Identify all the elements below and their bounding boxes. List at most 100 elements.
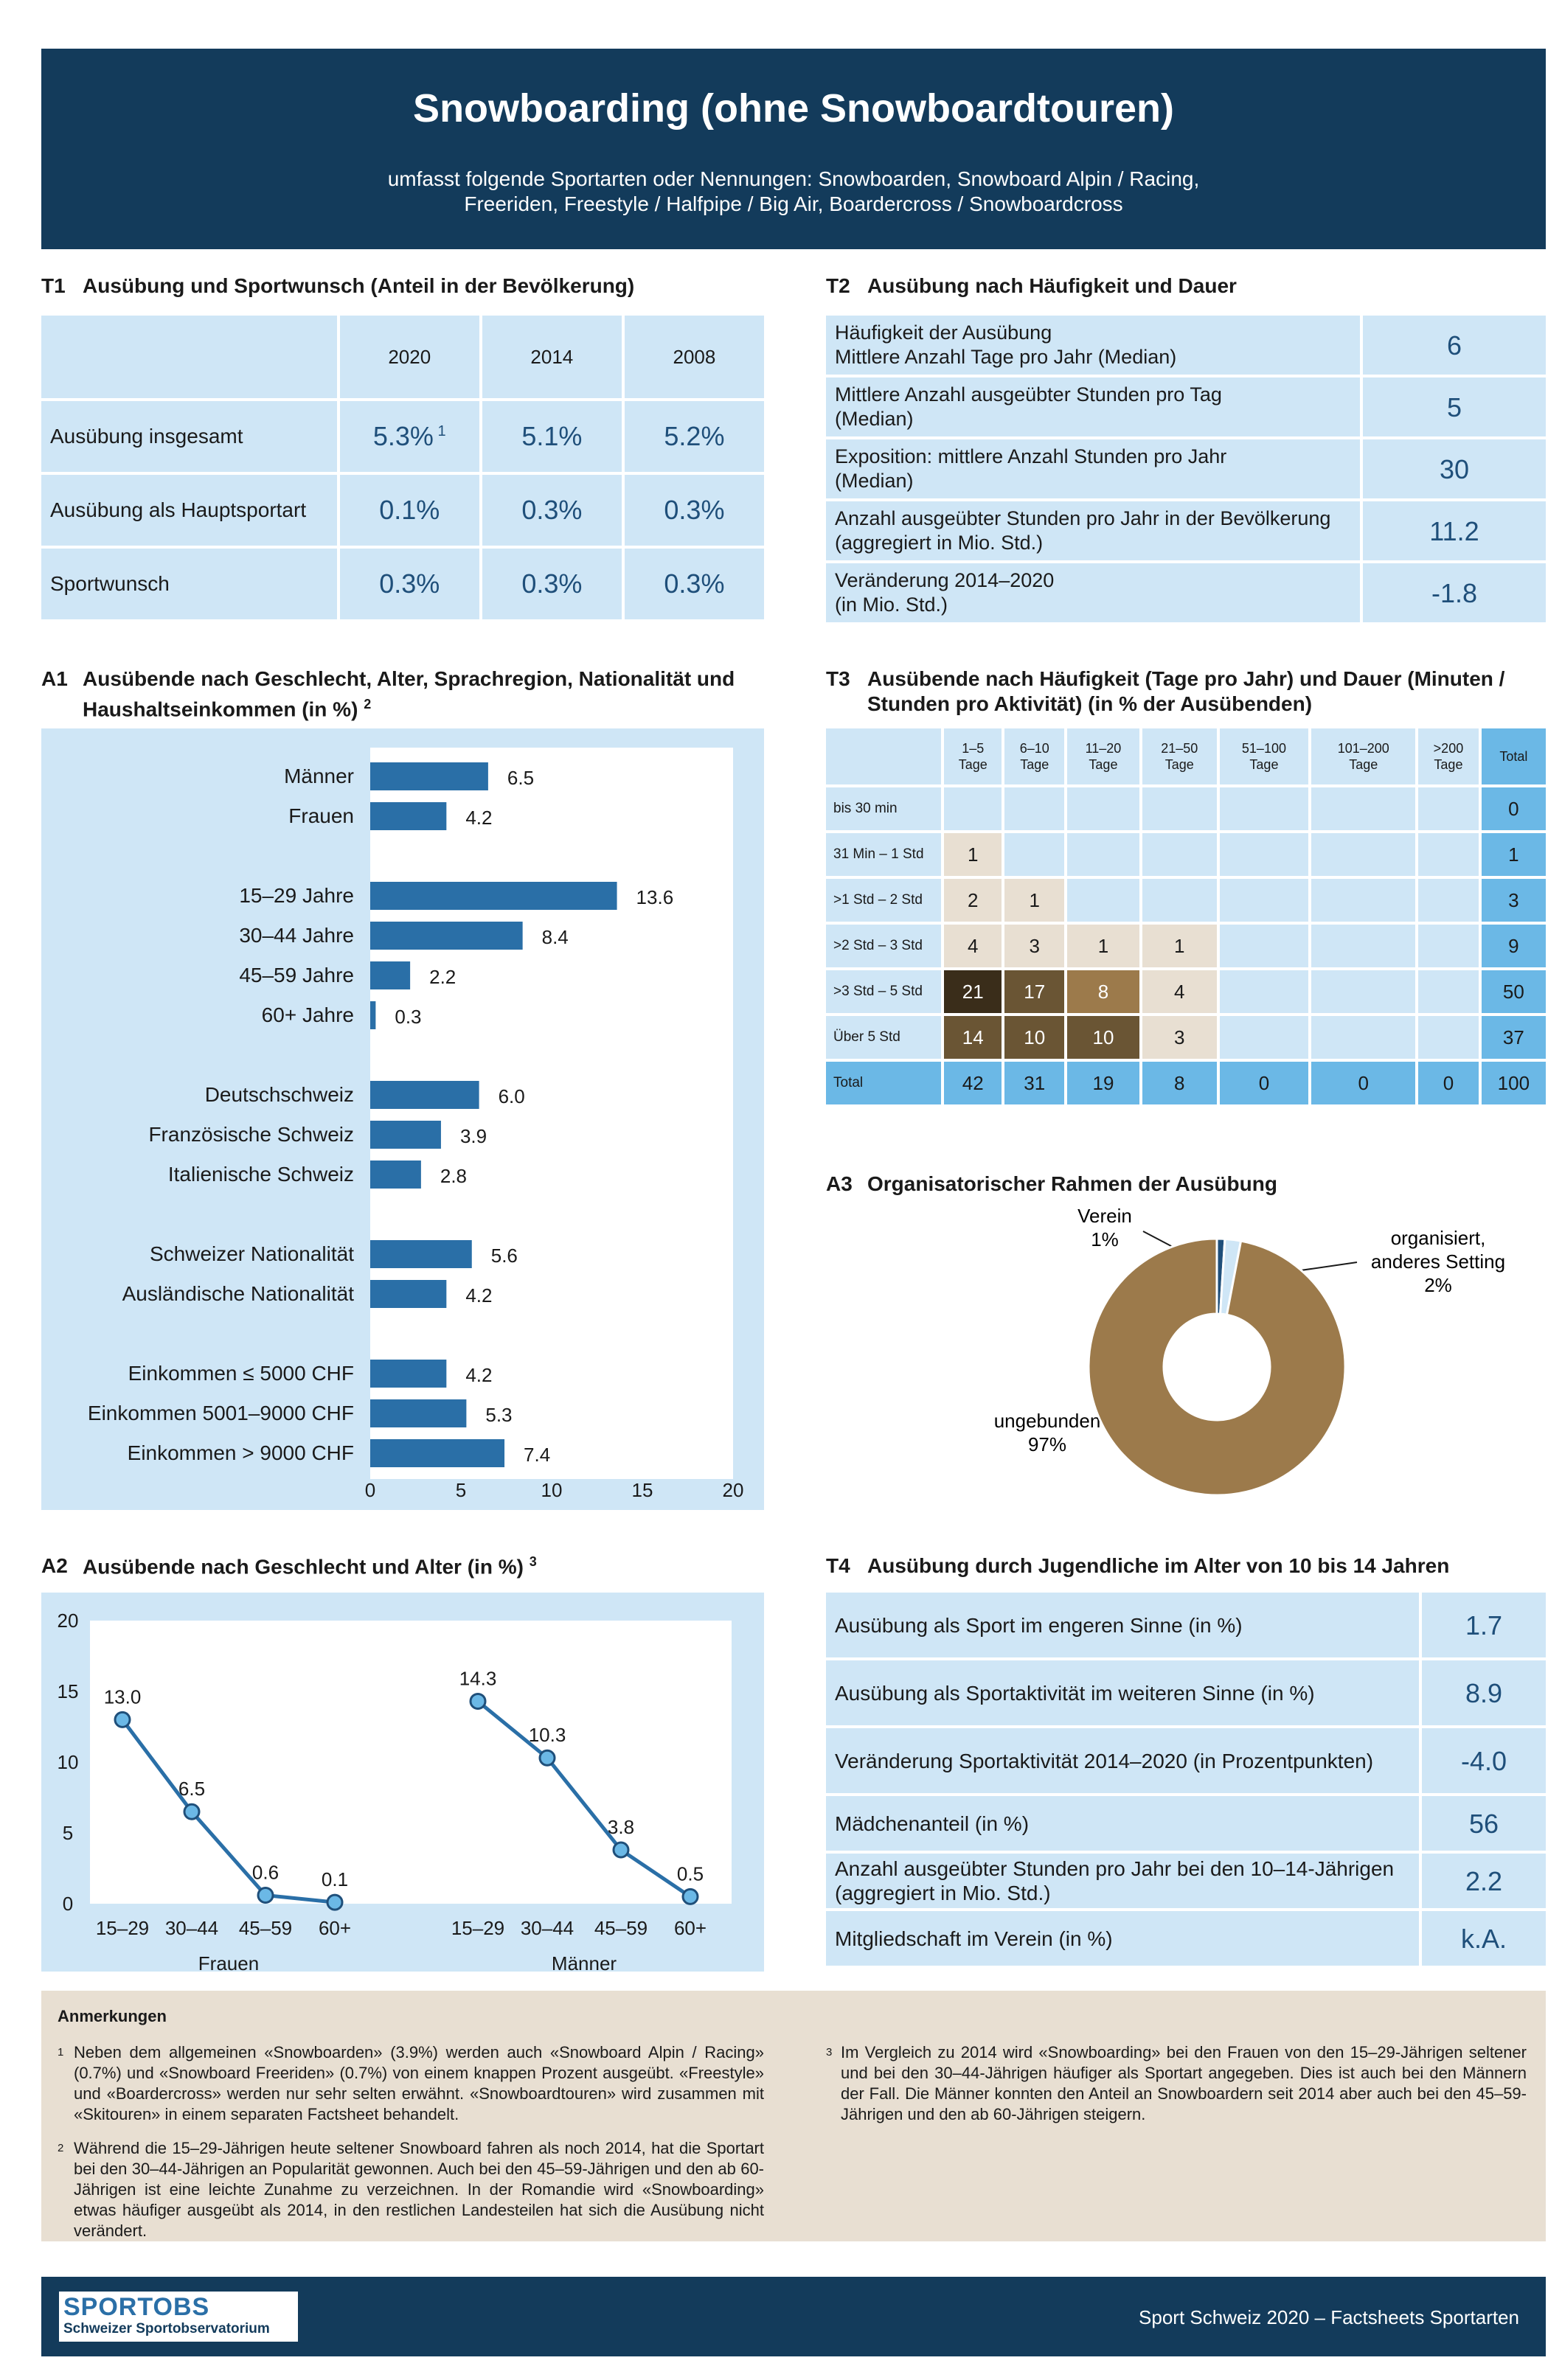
t3-cell: [1311, 925, 1416, 967]
t1-number: T1: [41, 274, 66, 297]
a1-value-label: 8.4: [542, 926, 569, 948]
a1-category-label: 15–29 Jahre: [239, 884, 354, 907]
t3-total-label: Total: [826, 1062, 941, 1104]
t2-value: 30: [1363, 439, 1546, 498]
a1-plot-area: [370, 748, 733, 1479]
a2-data-label: 10.3: [529, 1724, 566, 1746]
a1-value-label: 4.2: [465, 1364, 492, 1386]
t1-title: T1 Ausübung und Sportwunsch (Anteil in de…: [41, 274, 634, 298]
t1-cell: 0.3%: [482, 475, 622, 546]
t3-row-total: 0: [1481, 787, 1546, 830]
t3-column-total: 19: [1066, 1062, 1139, 1104]
note-3: Im Vergleich zu 2014 wird «Snowboarding»…: [841, 2043, 1527, 2123]
t3-cell: 10: [1066, 1016, 1139, 1059]
a1-category-label: 30–44 Jahre: [239, 924, 354, 947]
t3-grand-total: 100: [1481, 1062, 1546, 1104]
a1-value-label: 7.4: [524, 1444, 550, 1466]
t3-cell: 1: [1004, 879, 1064, 922]
t3-row-total: 3: [1481, 879, 1546, 922]
a2-group-label: Männer: [552, 1952, 617, 1972]
a2-y-tick: 20: [58, 1610, 79, 1632]
a2-data-label: 0.5: [677, 1862, 704, 1885]
subtitle-line-1: umfasst folgende Sportarten oder Nennung…: [387, 167, 1200, 190]
footer-text: Sport Schweiz 2020 – Factsheets Sportart…: [1139, 2306, 1519, 2328]
a1-value-label: 0.3: [395, 1006, 421, 1028]
t3-column-total: 42: [944, 1062, 1002, 1104]
a1-category-label: Deutschschweiz: [205, 1083, 354, 1106]
t3-title: T3 Ausübende nach Häufigkeit (Tage pro Ja…: [826, 667, 1504, 717]
t3-cell: 4: [1142, 970, 1217, 1013]
a2-x-tick: 45–59: [594, 1917, 648, 1939]
a1-value-label: 5.6: [491, 1245, 518, 1267]
t3-col-header: Total: [1481, 728, 1546, 784]
a1-bar: [370, 1161, 421, 1189]
header-banner: Snowboarding (ohne Snowboardtouren) umfa…: [41, 49, 1546, 249]
a2-data-point: [538, 1749, 556, 1767]
t2-number: T2: [826, 274, 850, 297]
notes-title: Anmerkungen: [58, 2007, 167, 2025]
t3-row-label: 31 Min – 1 Std: [826, 833, 941, 876]
a2-x-tick: 45–59: [239, 1917, 292, 1939]
t2-title-text: Ausübung nach Häufigkeit und Dauer: [867, 274, 1237, 297]
label-organisiert-pct: 2%: [1424, 1274, 1452, 1296]
a2-y-tick: 5: [63, 1822, 73, 1844]
footer-bar: SPORTOBS Schweizer Sportobservatorium Sp…: [41, 2277, 1546, 2356]
a1-value-label: 4.2: [465, 1284, 492, 1306]
a1-category-label: Schweizer Nationalität: [150, 1242, 354, 1265]
a1-bar-chart: Männer 6.5 Frauen 4.2 15–29 Jahre 13.6 30–44 J…: [88, 748, 743, 1501]
t4-row-label: Anzahl ausgeübter Stunden pro Jahr bei d…: [826, 1854, 1419, 1908]
a2-x-tick: 60+: [319, 1917, 351, 1939]
a2-data-point: [612, 1841, 630, 1859]
t3-cell: [1142, 787, 1217, 830]
a1-category-label: 45–59 Jahre: [239, 964, 354, 987]
a2-data-label: 6.5: [178, 1778, 205, 1800]
a1-category-label: Französische Schweiz: [148, 1123, 354, 1146]
t3-cell: 14: [944, 1016, 1002, 1059]
a1-bar: [370, 961, 411, 989]
t3-cell: 1: [1142, 925, 1217, 967]
t3-col-header: >200 Tage: [1418, 728, 1479, 784]
a2-data-point: [681, 1887, 699, 1905]
t3-cell: [1219, 833, 1309, 876]
a1-bar: [370, 762, 488, 790]
a2-x-tick: 60+: [674, 1917, 707, 1939]
a2-series-line: [476, 1699, 692, 1899]
t3-col-header: 51–100 Tage: [1219, 728, 1309, 784]
a1-bar: [370, 1240, 472, 1268]
t3-row-label: >3 Std – 5 Std: [826, 970, 941, 1013]
t1-header-empty: [41, 316, 337, 398]
t4-table: Ausübung als Sport im engeren Sinne (in …: [823, 1590, 1549, 1969]
t3-cell: 4: [944, 925, 1002, 967]
a1-chart-panel: Männer 6.5 Frauen 4.2 15–29 Jahre 13.6 30–44 J…: [41, 728, 764, 1510]
a1-bar: [370, 1121, 441, 1149]
t3-cell: [1311, 970, 1416, 1013]
page-subtitle: umfasst folgende Sportarten oder Nennung…: [263, 167, 1325, 217]
a1-category-label: Italienische Schweiz: [168, 1163, 354, 1186]
notes-panel: Anmerkungen 1 Neben dem allgemeinen «Sno…: [41, 1991, 1546, 2241]
t3-cell: [1004, 787, 1064, 830]
a2-x-tick: 15–29: [451, 1917, 504, 1939]
t1-cell: 5.1%: [482, 401, 622, 472]
a1-bar: [370, 1399, 467, 1427]
a1-number: A1: [41, 667, 68, 690]
t3-column-total: 0: [1311, 1062, 1416, 1104]
a2-line-chart: 0 5 10 15 20 13.0 6.5 0.6 0.1 15–29 30–44 45–59 60+ F…: [58, 1610, 732, 1974]
t3-cell: [1142, 879, 1217, 922]
t3-cell: [1004, 833, 1064, 876]
t4-row-label: Veränderung Sportaktivität 2014–2020 (in…: [826, 1728, 1419, 1793]
a1-bar: [370, 1439, 505, 1467]
t1-cell: 0.1%: [339, 475, 479, 546]
t3-cell: [1066, 879, 1139, 922]
a1-category-label: Einkommen ≤ 5000 CHF: [128, 1362, 354, 1385]
subtitle-line-2: Freeriden, Freestyle / Halfpipe / Big Ai…: [464, 192, 1123, 215]
t1-row-label: Ausübung als Hauptsportart: [41, 475, 337, 546]
t3-column-total: 0: [1418, 1062, 1479, 1104]
t3-cell: [1142, 833, 1217, 876]
logo-wordmark: SPORTOBS: [63, 2293, 210, 2321]
label-ungebunden: ungebunden: [994, 1410, 1101, 1432]
t3-cell: [1066, 787, 1139, 830]
label-verein-pct: 1%: [1091, 1228, 1119, 1250]
sportobs-logo: SPORTOBS Schweizer Sportobservatorium: [59, 2292, 298, 2342]
a3-number: A3: [826, 1172, 853, 1195]
t2-table: Häufigkeit der Ausübung Mittlere Anzahl T…: [823, 313, 1549, 625]
